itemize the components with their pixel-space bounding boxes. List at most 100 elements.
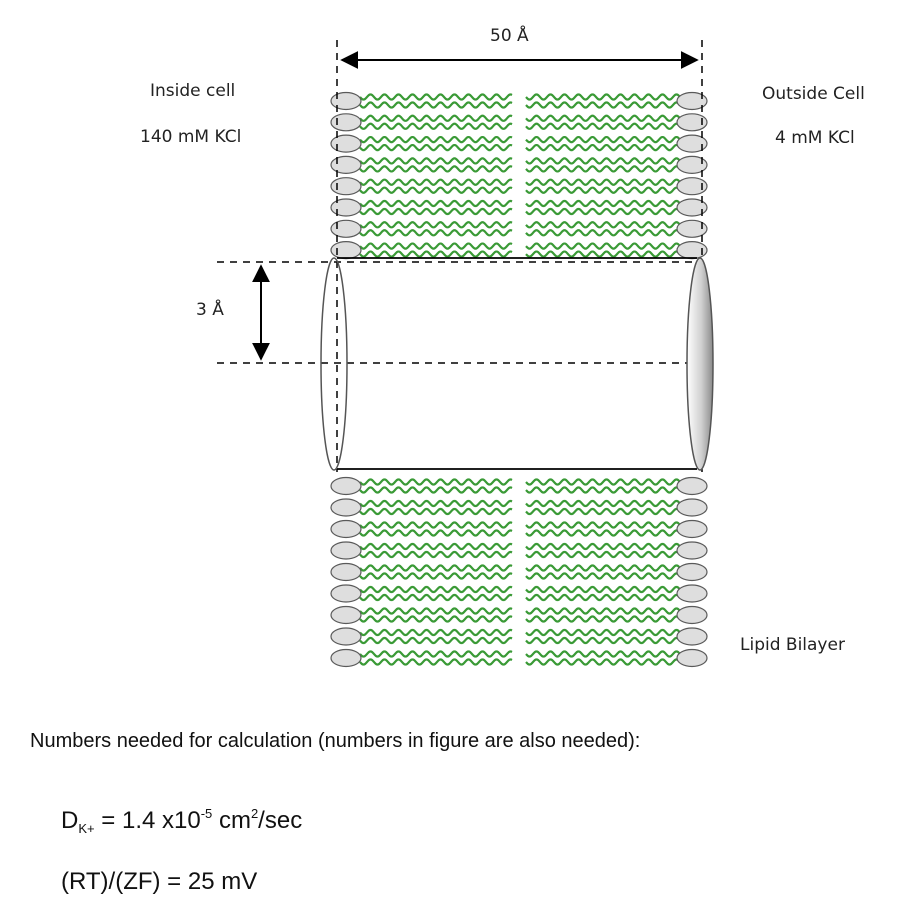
lipid-head — [676, 155, 708, 174]
lipid-tail — [359, 607, 513, 615]
lipid-tail — [359, 199, 513, 208]
lipid-tail — [359, 615, 513, 623]
lipid-tail — [359, 242, 513, 250]
lipid-head — [676, 113, 708, 132]
lipid-tail — [359, 143, 513, 152]
lipid-tail — [359, 101, 513, 109]
lipid-tail — [359, 114, 513, 122]
pore-diameter-label: 3 Å — [196, 300, 224, 320]
lipid-head — [330, 648, 362, 668]
lipid-head — [330, 562, 362, 582]
lipid-tail — [359, 93, 513, 101]
lipid-head — [330, 627, 362, 646]
lipid-tail — [359, 486, 513, 494]
lipid-head — [330, 498, 362, 517]
diffusion-coefficient-equation: DK+ = 1.4 x10-5 cm2/sec — [61, 806, 302, 836]
channel-opening-left — [320, 257, 348, 471]
lipid-tail — [359, 585, 513, 594]
lipid-tail — [525, 521, 681, 529]
width-label: 50 Å — [490, 26, 529, 46]
lipid-tail — [359, 564, 513, 572]
lipid-head — [330, 113, 362, 132]
lipid-tail — [359, 593, 513, 602]
lipid-head — [330, 584, 362, 603]
lipid-tail — [525, 650, 681, 658]
lipid-tail — [359, 507, 513, 516]
lipid-head — [676, 177, 708, 196]
lipid-tail — [525, 499, 681, 508]
diffusion-value: = 1.4 x10 — [101, 807, 201, 834]
lipid-head — [330, 519, 362, 539]
lipid-head — [676, 562, 708, 582]
lipid-tail — [525, 658, 681, 666]
rt-zf-equation: (RT)/(ZF) = 25 mV — [61, 868, 258, 895]
lipid-head — [676, 648, 708, 668]
lipid-tail — [359, 529, 513, 537]
lipid-tail — [359, 207, 513, 216]
lipid-tail — [359, 250, 513, 258]
lipid-tail — [359, 157, 513, 165]
lipid-tail — [525, 157, 681, 165]
lipid-tail — [359, 499, 513, 508]
lipid-head — [676, 498, 708, 517]
lipid-head — [676, 627, 708, 646]
ion-channel-cylinder — [320, 257, 714, 471]
lipid-head — [676, 134, 708, 153]
lipid-tail — [525, 93, 681, 101]
lipid-head — [330, 241, 362, 260]
calculation-note: Numbers needed for calculation (numbers … — [30, 730, 641, 752]
lipid-tail — [525, 478, 681, 486]
lipid-head — [676, 198, 708, 217]
channel-opening-right — [686, 257, 714, 471]
lipid-head — [676, 519, 708, 539]
lipid-head — [330, 134, 362, 153]
lipid-tail — [359, 178, 513, 186]
lipid-tail — [525, 585, 681, 594]
lipid-bilayer-lower — [330, 476, 708, 668]
lipid-tail — [525, 143, 681, 152]
lipid-tail — [359, 229, 513, 237]
lipid-tail — [525, 114, 681, 122]
lipid-tail — [525, 550, 681, 559]
lipid-head — [676, 476, 708, 496]
lipid-tail — [525, 207, 681, 216]
lipid-tail — [525, 607, 681, 615]
lipid-bilayer-label: Lipid Bilayer — [740, 635, 845, 655]
lipid-tail — [359, 628, 513, 637]
lipid-head — [676, 605, 708, 625]
lipid-tail — [525, 593, 681, 602]
diffusion-subscript: K+ — [78, 821, 95, 836]
diffusion-unit-base: cm — [218, 807, 251, 834]
lipid-tail — [525, 229, 681, 237]
lipid-tail — [525, 186, 681, 194]
lipid-tail — [359, 542, 513, 551]
outside-concentration-label: 4 mM KCl — [775, 128, 855, 148]
lipid-tail — [525, 178, 681, 186]
lipid-bilayer-upper — [330, 91, 708, 260]
lipid-head — [330, 198, 362, 217]
lipid-tail — [359, 135, 513, 144]
lipid-tail — [525, 199, 681, 208]
lipid-head — [330, 476, 362, 496]
lipid-head — [330, 541, 362, 560]
lipid-tail — [359, 165, 513, 173]
lipid-tail — [525, 135, 681, 144]
lipid-tail — [525, 564, 681, 572]
lipid-head — [330, 91, 362, 111]
diffusion-symbol: D — [61, 807, 79, 834]
lipid-head — [330, 219, 362, 238]
lipid-tail — [525, 250, 681, 258]
lipid-tail — [525, 122, 681, 130]
lipid-tail — [359, 636, 513, 645]
lipid-head — [676, 219, 708, 238]
diffusion-unit-exponent: 2 — [250, 806, 259, 821]
inside-cell-label: Inside cell — [150, 81, 236, 101]
lipid-tail — [359, 122, 513, 130]
lipid-tail — [359, 478, 513, 486]
lipid-tail — [525, 486, 681, 494]
lipid-tail — [525, 165, 681, 173]
lipid-tail — [525, 101, 681, 109]
lipid-tail — [525, 615, 681, 623]
lipid-tail — [525, 628, 681, 637]
lipid-tail — [525, 221, 681, 229]
